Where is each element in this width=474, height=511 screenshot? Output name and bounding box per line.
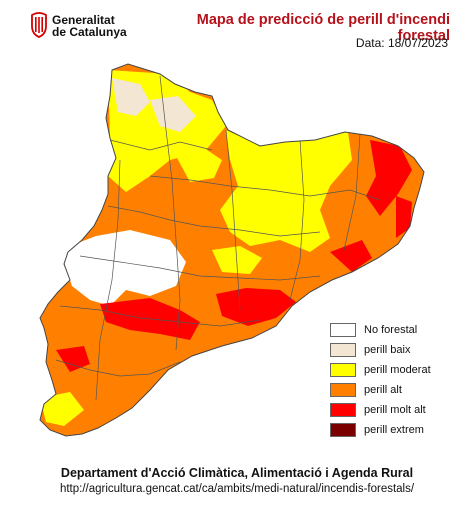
legend-swatch [330,403,356,417]
legend-label: perill baix [364,344,411,356]
zone-molt-alt-maresme [330,240,372,272]
legend-swatch [330,363,356,377]
comarca-borders [55,75,381,401]
zone-moderat-delta [40,392,84,426]
legend-item-perill-baix: perill baix [330,342,470,362]
legend-swatch [330,323,356,337]
logo-line2: de Catalunya [52,25,127,39]
footer-url-link[interactable]: http://agricultura.gencat.cat/ca/ambits/… [59,483,415,495]
legend-item-perill-alt: perill alt [330,382,470,402]
zone-molt-alt-coast [396,196,412,238]
map-legend: No forestal perill baix perill moderat p… [330,322,470,442]
legend-label: perill extrem [364,424,424,436]
generalitat-logo: Generalitat de Catalunya [30,12,140,42]
zone-no-forestal-lleida [60,230,186,306]
generalitat-emblem-icon [31,12,47,38]
zone-molt-alt-ebre [56,346,90,372]
fire-danger-map [39,63,425,437]
legend-item-no-forestal: No forestal [330,322,470,342]
zone-baix-1 [112,78,150,116]
legend-label: No forestal [364,324,418,336]
zone-moderat-central [220,130,352,252]
map-date: Data: 18/07/2023 [355,36,448,50]
footer-department: Departament d'Acció Climàtica, Alimentac… [60,466,414,480]
legend-label: perill moderat [364,364,431,376]
legend-swatch [330,383,356,397]
logo-line1: Generalitat [52,13,115,27]
catalonia-outline [39,63,425,437]
map-title: Mapa de predicció de perill d'incendi fo… [196,12,450,44]
legend-swatch [330,423,356,437]
legend-swatch [330,343,356,357]
legend-label: perill alt [364,384,402,396]
zone-baix-2 [150,96,196,132]
legend-label: perill molt alt [364,404,426,416]
zone-molt-alt-ne [366,140,412,216]
zone-molt-alt-centre [216,288,296,326]
legend-item-perill-extrem: perill extrem [330,422,470,442]
legend-item-perill-molt-alt: perill molt alt [330,402,470,422]
legend-item-perill-moderat: perill moderat [330,362,470,382]
zone-moderat-3 [176,148,222,182]
